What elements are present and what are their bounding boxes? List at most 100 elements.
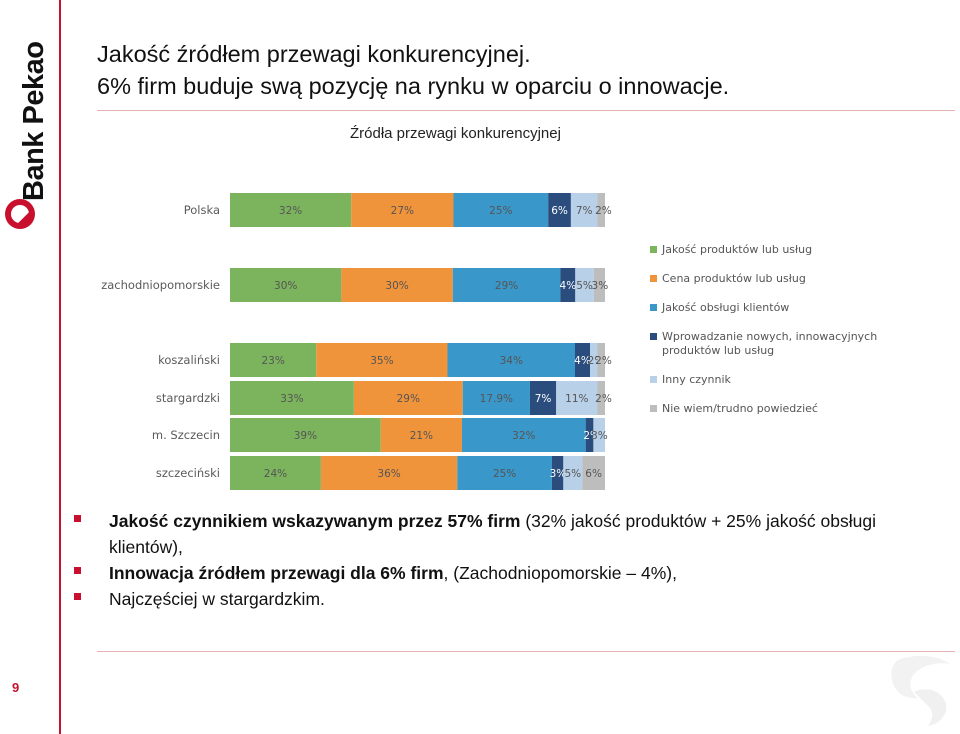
bank-pekao-logo: Bank Pekao	[2, 36, 50, 231]
data-label: 2%	[595, 205, 612, 217]
row-label: koszaliński	[158, 353, 220, 367]
bullet-item: Najczęściej w stargardzkim.	[74, 586, 914, 612]
bar-segment	[560, 268, 576, 302]
data-label: 30%	[385, 280, 408, 292]
watermark-logo-icon	[891, 655, 950, 726]
chart-legend: Jakość produktów lub usług Cena produktów…	[650, 243, 880, 431]
bar-segment	[570, 193, 598, 227]
bullet-item: Jakość czynnikiem wskazywanym przez 57% …	[74, 508, 914, 560]
row-label: stargardzki	[156, 391, 220, 405]
legend-label: Jakość obsługi klientów	[662, 301, 790, 314]
data-label: 5%	[576, 280, 593, 292]
data-label: 3%	[591, 430, 608, 442]
legend-label: Inny czynnik	[662, 373, 731, 386]
bar-segment	[462, 381, 530, 415]
row-label: zachodniopomorskie	[101, 278, 220, 292]
legend-swatch	[650, 376, 657, 383]
bar-segment	[452, 268, 561, 302]
bar-segment	[380, 418, 462, 452]
legend-label: Nie wiem/trudno powiedzieć	[662, 402, 818, 415]
legend-item: Cena produktów lub usług	[650, 272, 880, 286]
row-label: szczeciński	[156, 466, 220, 480]
legend-item: Inny czynnik	[650, 373, 880, 387]
bullet-square-icon	[74, 515, 81, 522]
data-label: 4%	[560, 280, 577, 292]
bar-segment	[230, 268, 342, 302]
data-label: 3%	[592, 280, 609, 292]
data-label: 30%	[274, 280, 297, 292]
data-label: 17.9%	[480, 393, 513, 405]
bullet-text: (32% jakość produktów + 25% jakość obsłu…	[109, 511, 876, 557]
legend-item: Jakość obsługi klientów	[650, 301, 880, 315]
bottom-divider	[97, 651, 955, 652]
row-label: Polska	[184, 203, 220, 217]
legend-swatch	[650, 246, 657, 253]
summary-bullets: Jakość czynnikiem wskazywanym przez 57% …	[74, 508, 914, 612]
bullet-text: Najczęściej w stargardzkim.	[109, 589, 325, 609]
data-label: 39%	[294, 430, 317, 442]
bar-segment	[563, 456, 583, 490]
data-label: 35%	[370, 355, 393, 367]
chart-title: Źródła przewagi konkurencyjnej	[350, 125, 561, 142]
data-label: 27%	[391, 205, 414, 217]
stacked-bar-chart: Polska 32% 27% 25% 6% 7% 2%zachodniopomorskie 3…	[101, 193, 612, 490]
data-label: 5%	[564, 468, 581, 480]
bar-segment	[351, 193, 454, 227]
data-label: 23%	[261, 355, 284, 367]
data-label: 29%	[495, 280, 518, 292]
legend-item: Jakość produktów lub usług	[650, 243, 880, 257]
data-label: 33%	[280, 393, 303, 405]
data-label: 21%	[410, 430, 433, 442]
data-label: 6%	[585, 468, 602, 480]
legend-label: Jakość produktów lub usług	[662, 243, 813, 256]
bar-segment	[551, 456, 564, 490]
bar-segment	[230, 343, 317, 377]
bullet-bold-text: Innowacja źródłem przewagi dla 6% firm	[109, 563, 444, 583]
legend-item: Nie wiem/trudno powiedzieć	[650, 402, 880, 416]
bar-segment	[316, 343, 448, 377]
bar-segment	[582, 456, 605, 490]
bar-segment	[590, 343, 598, 377]
data-label: 7%	[576, 205, 593, 217]
bar-segment	[341, 268, 453, 302]
bar-segment	[461, 418, 586, 452]
bar-segment	[575, 343, 590, 377]
logo-mark-icon	[5, 199, 35, 229]
bar-segment	[230, 381, 354, 415]
bar-segment	[548, 193, 571, 227]
top-divider	[97, 110, 955, 111]
bullet-item: Innowacja źródłem przewagi dla 6% firm, …	[74, 560, 914, 586]
bar-segment	[230, 456, 321, 490]
data-label: 32%	[512, 430, 535, 442]
legend-item: Wprowadzanie nowych, innowacyjnych produ…	[650, 330, 880, 358]
bar-segment	[230, 193, 352, 227]
bar-segment	[457, 456, 552, 490]
bar-segment	[320, 456, 458, 490]
logo-text: Bank Pekao	[18, 41, 50, 201]
data-label: 4%	[574, 355, 591, 367]
bar-segment	[593, 268, 605, 302]
data-label: 3%	[550, 468, 567, 480]
bar-segment	[353, 381, 463, 415]
bar-segment	[556, 381, 598, 415]
page-title: Jakość źródłem przewagi konkurencyjnej. …	[97, 38, 729, 102]
data-label: 24%	[264, 468, 287, 480]
data-label: 11%	[565, 393, 588, 405]
data-label: 25%	[489, 205, 512, 217]
data-label: 34%	[500, 355, 523, 367]
data-label: 25%	[493, 468, 516, 480]
data-label: 7%	[535, 393, 552, 405]
data-label: 6%	[551, 205, 568, 217]
legend-label: Wprowadzanie nowych, innowacyjnych produ…	[662, 330, 878, 357]
bar-segment	[453, 193, 549, 227]
page-title-line-2: 6% firm buduje swą pozycję na rynku w op…	[97, 73, 730, 99]
bar-segment	[597, 343, 605, 377]
page-number: 9	[12, 680, 20, 695]
bar-segment	[593, 418, 605, 452]
legend-swatch	[650, 405, 657, 412]
left-accent-rule	[59, 0, 61, 734]
legend-swatch	[650, 304, 657, 311]
data-label: 29%	[397, 393, 420, 405]
bullet-square-icon	[74, 593, 81, 600]
data-label: 2%	[595, 355, 612, 367]
